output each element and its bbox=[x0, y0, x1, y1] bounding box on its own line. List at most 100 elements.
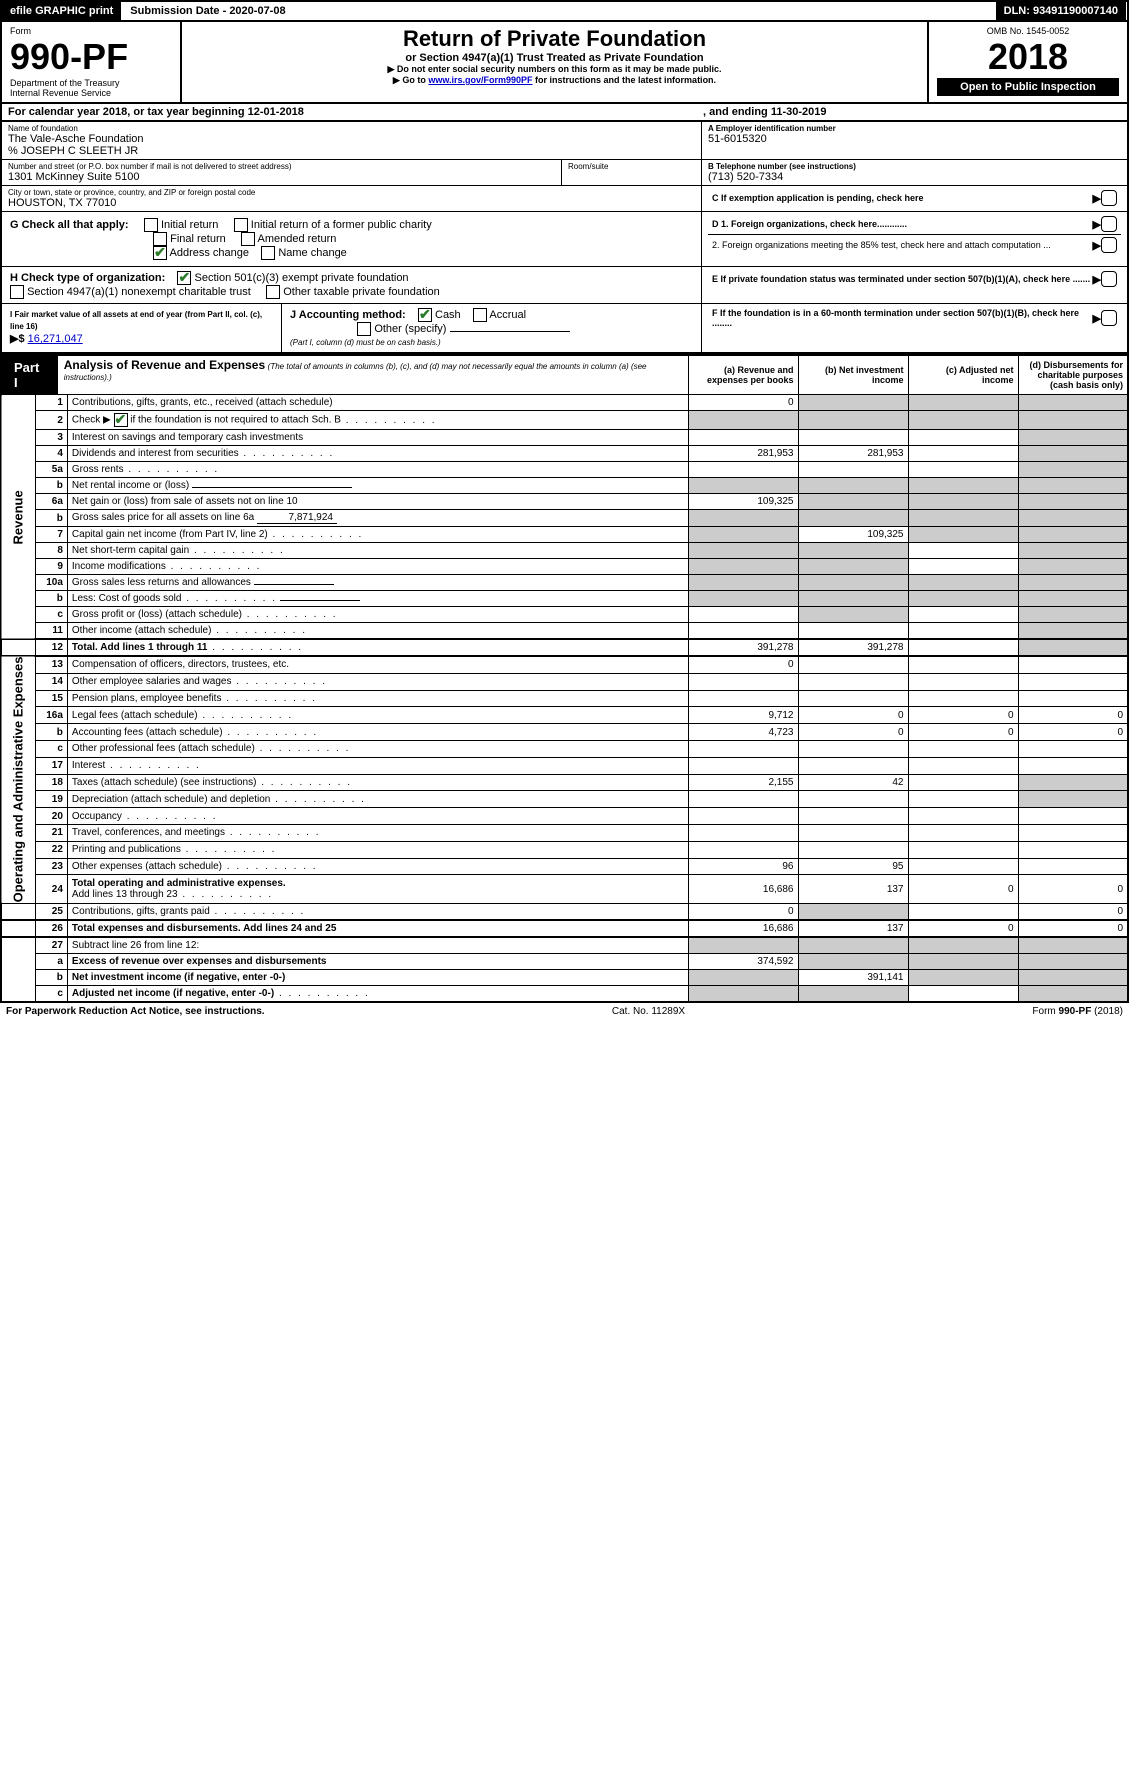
h-check-other[interactable] bbox=[266, 285, 280, 299]
g-check-amended[interactable] bbox=[241, 232, 255, 246]
dots bbox=[270, 794, 366, 805]
row-num: 6a bbox=[35, 494, 67, 510]
cell-c bbox=[908, 478, 1018, 494]
blank bbox=[1, 985, 35, 1002]
cell-c bbox=[908, 575, 1018, 591]
g-opt-4: Address change bbox=[170, 247, 250, 259]
form-subtitle: or Section 4947(a)(1) Trust Treated as P… bbox=[190, 52, 919, 64]
desc: Gross sales less returns and allowances bbox=[72, 577, 251, 588]
g-check-initial-former[interactable] bbox=[234, 218, 248, 232]
dln-label: DLN: 93491190007140 bbox=[996, 2, 1127, 20]
name-section: Name of foundation The Vale-Asche Founda… bbox=[2, 122, 702, 159]
irs-link[interactable]: www.irs.gov/Form990PF bbox=[428, 75, 532, 85]
row-num: b bbox=[35, 724, 67, 741]
table-row: bNet investment income (if negative, ent… bbox=[1, 969, 1128, 985]
row-num: b bbox=[35, 969, 67, 985]
row-num: 3 bbox=[35, 430, 67, 446]
g-check-name[interactable] bbox=[261, 246, 275, 260]
cell-a bbox=[688, 411, 798, 430]
cell-b: 281,953 bbox=[798, 446, 908, 462]
e-check[interactable] bbox=[1101, 271, 1117, 287]
footer-mid: Cat. No. 11289X bbox=[612, 1006, 685, 1017]
dots bbox=[222, 861, 318, 872]
c-checkbox[interactable] bbox=[1101, 190, 1117, 206]
table-row: cAdjusted net income (if negative, enter… bbox=[1, 985, 1128, 1002]
cell-c bbox=[908, 543, 1018, 559]
foundation-name: The Vale-Asche Foundation bbox=[8, 133, 695, 145]
part1-header-cell: Part I Analysis of Revenue and Expenses … bbox=[1, 355, 688, 395]
g-opt-2: Final return bbox=[170, 233, 226, 245]
row-desc: Pension plans, employee benefits bbox=[67, 690, 688, 707]
j-check-other[interactable] bbox=[357, 322, 371, 336]
desc: Other employee salaries and wages bbox=[72, 676, 232, 687]
dots bbox=[207, 642, 303, 653]
h-check-4947[interactable] bbox=[10, 285, 24, 299]
cell-d bbox=[1018, 673, 1128, 690]
dots bbox=[189, 545, 285, 556]
cell-a bbox=[688, 690, 798, 707]
dots bbox=[242, 609, 338, 620]
row-num: 4 bbox=[35, 446, 67, 462]
field-10a[interactable] bbox=[254, 584, 334, 585]
cell-c bbox=[908, 446, 1018, 462]
g-check-initial[interactable] bbox=[144, 218, 158, 232]
j-check-cash[interactable] bbox=[418, 308, 432, 322]
h-section: H Check type of organization: Section 50… bbox=[2, 267, 702, 303]
cell-b: 137 bbox=[798, 875, 908, 903]
cell-d bbox=[1018, 462, 1128, 478]
cell-b bbox=[798, 430, 908, 446]
h-check-501c3[interactable] bbox=[177, 271, 191, 285]
row-desc: Legal fees (attach schedule) bbox=[67, 707, 688, 724]
cell-a bbox=[688, 757, 798, 774]
cell-a bbox=[688, 575, 798, 591]
j-check-accrual[interactable] bbox=[473, 308, 487, 322]
desc: Gross profit or (loss) (attach schedule) bbox=[72, 609, 242, 620]
cell-d bbox=[1018, 858, 1128, 875]
i-value[interactable]: 16,271,047 bbox=[28, 333, 83, 345]
row-desc: Total operating and administrative expen… bbox=[67, 875, 688, 903]
f-check[interactable] bbox=[1101, 310, 1117, 326]
table-row: bLess: Cost of goods sold bbox=[1, 591, 1128, 607]
row-num: 22 bbox=[35, 841, 67, 858]
row-desc: Less: Cost of goods sold bbox=[67, 591, 688, 607]
table-row: bNet rental income or (loss) bbox=[1, 478, 1128, 494]
cell-d bbox=[1018, 510, 1128, 527]
desc: Other expenses (attach schedule) bbox=[72, 861, 222, 872]
desc: Capital gain net income (from Part IV, l… bbox=[72, 529, 268, 540]
cell-b bbox=[798, 494, 908, 510]
cell-c bbox=[908, 430, 1018, 446]
field-10b[interactable] bbox=[280, 600, 360, 601]
d1-check[interactable] bbox=[1101, 216, 1117, 232]
row-desc: Net investment income (if negative, ente… bbox=[67, 969, 688, 985]
i-arrow: ▶$ bbox=[10, 333, 25, 345]
cell-a bbox=[688, 969, 798, 985]
r2-check[interactable] bbox=[114, 413, 128, 427]
row-desc: Check ▶ if the foundation is not require… bbox=[67, 411, 688, 430]
irs-label: Internal Revenue Service bbox=[10, 88, 172, 98]
g-opt-0: Initial return bbox=[161, 219, 218, 231]
g-check-address[interactable] bbox=[153, 246, 167, 260]
table-row: bGross sales price for all assets on lin… bbox=[1, 510, 1128, 527]
desc: Dividends and interest from securities bbox=[72, 448, 239, 459]
cell-a bbox=[688, 462, 798, 478]
row-desc: Capital gain net income (from Part IV, l… bbox=[67, 527, 688, 543]
field-5b[interactable] bbox=[192, 487, 352, 488]
cell-c bbox=[908, 395, 1018, 411]
cell-b bbox=[798, 673, 908, 690]
blank bbox=[1, 903, 35, 920]
cell-c bbox=[908, 510, 1018, 527]
cell-a: 16,686 bbox=[688, 920, 798, 937]
desc: Adjusted net income (if negative, enter … bbox=[72, 988, 274, 999]
cell-c bbox=[908, 841, 1018, 858]
h-row: H Check type of organization: Section 50… bbox=[0, 267, 1129, 304]
cell-b bbox=[798, 808, 908, 825]
table-row: 15Pension plans, employee benefits bbox=[1, 690, 1128, 707]
cell-b bbox=[798, 791, 908, 808]
form-number: 990-PF bbox=[10, 36, 172, 78]
table-row: 25Contributions, gifts, grants paid00 bbox=[1, 903, 1128, 920]
row-desc: Total expenses and disbursements. Add li… bbox=[67, 920, 688, 937]
j-other-field[interactable] bbox=[450, 331, 570, 332]
table-row: 10aGross sales less returns and allowanc… bbox=[1, 575, 1128, 591]
dots bbox=[223, 727, 319, 738]
d2-check[interactable] bbox=[1101, 237, 1117, 253]
